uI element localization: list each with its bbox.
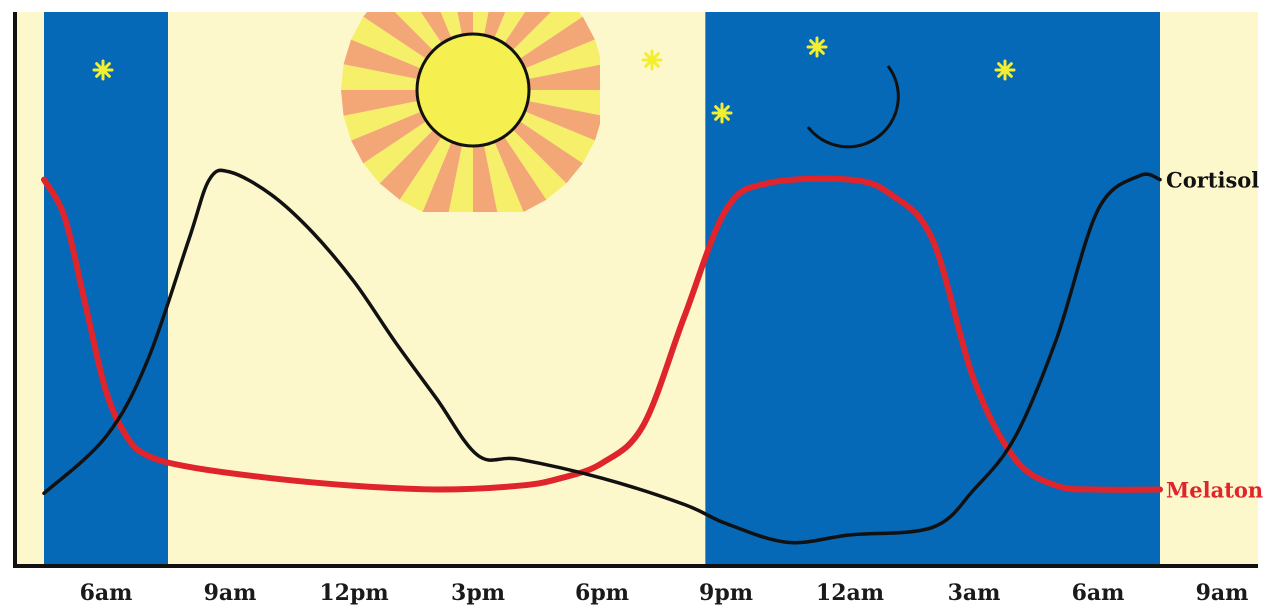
- sun-ray: [473, 12, 489, 90]
- melatonin-label: Melatonin: [1166, 478, 1263, 503]
- sun-ray: [457, 12, 473, 90]
- x-tick-label: 3am: [948, 580, 1001, 606]
- x-tick-label: 6pm: [575, 580, 629, 606]
- melatonin-line: [41, 175, 1163, 493]
- sun-icon: [341, 12, 600, 212]
- star-icon: [806, 36, 828, 58]
- sun-ray: [448, 90, 473, 212]
- x-tick-label: 9am: [204, 580, 257, 606]
- sun-ray: [473, 90, 600, 116]
- x-ticks: 6am 9am 12pm 3pm 6pm 9pm 12am 3am 6am 9am: [80, 580, 1249, 606]
- series-lines: [41, 168, 1163, 545]
- series-labels: Cortisol Melatonin: [1166, 168, 1263, 503]
- star-icon: [994, 59, 1016, 81]
- moon-icon: [806, 65, 900, 149]
- x-tick-label: 12am: [816, 580, 884, 606]
- x-tick-label: 9pm: [699, 580, 753, 606]
- star-icon: [641, 49, 663, 71]
- stars: [92, 36, 1016, 124]
- x-tick-label: 9am: [1196, 580, 1249, 606]
- sun-ray: [473, 90, 498, 212]
- night-band: [44, 12, 168, 566]
- night-band: [705, 12, 1160, 566]
- x-tick-label: 6am: [80, 580, 133, 606]
- cortisol-line: [42, 168, 1162, 545]
- x-tick-label: 6am: [1072, 580, 1125, 606]
- star-icon: [92, 59, 114, 81]
- x-tick-label: 12pm: [319, 580, 388, 606]
- cortisol-label: Cortisol: [1166, 168, 1259, 193]
- x-tick-label: 3pm: [451, 580, 505, 606]
- star-icon: [711, 102, 733, 124]
